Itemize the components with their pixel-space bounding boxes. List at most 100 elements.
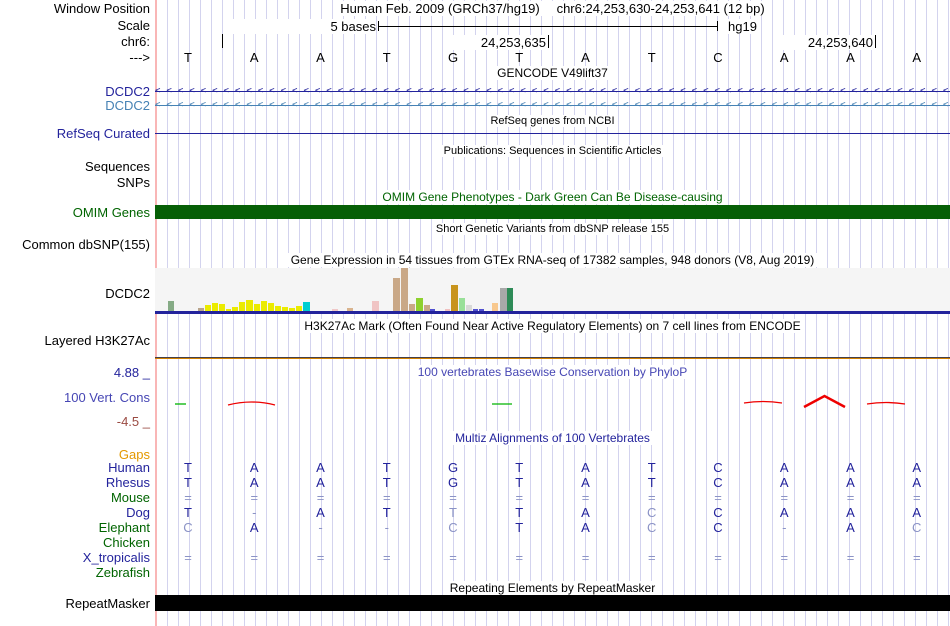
gtex-track-title[interactable]: Gene Expression in 54 tissues from GTEx … — [155, 253, 950, 267]
gtex-bar[interactable] — [239, 302, 245, 311]
assembly-text: Human Feb. 2009 (GRCh37/hg19) — [337, 1, 543, 16]
gtex-bar[interactable] — [246, 300, 253, 311]
multiz-base: = — [449, 550, 457, 565]
gtex-bar[interactable] — [459, 298, 465, 311]
gtex-bar[interactable] — [347, 308, 353, 311]
multiz-species-label-elephant[interactable]: Elephant — [98, 520, 150, 535]
gtex-bar[interactable] — [289, 308, 295, 311]
multiz-row-x_tropicalis[interactable]: = = = = = = = = = = = = — [155, 551, 950, 564]
gtex-bar[interactable] — [445, 309, 450, 311]
cons-track-label[interactable]: 100 Vert. Cons — [64, 390, 150, 405]
omim-gene-bar[interactable] — [155, 205, 950, 219]
scale-ruler-left-tick — [378, 21, 379, 31]
multiz-base: T — [647, 475, 656, 490]
h3k27ac-signal-baseline[interactable] — [155, 357, 950, 359]
gtex-bar[interactable] — [168, 301, 174, 311]
coord-label-2: 24,253,640 — [773, 35, 873, 50]
gtex-bar[interactable] — [401, 268, 408, 311]
multiz-species-label-dog[interactable]: Dog — [126, 505, 150, 520]
multiz-species-label-rhesus[interactable]: Rhesus — [105, 475, 150, 490]
window-position-label: Window Position — [53, 1, 150, 16]
multiz-base: = — [780, 550, 789, 565]
multiz-row-zebrafish[interactable] — [155, 566, 950, 579]
common-dbsnp-label[interactable]: Common dbSNP(155) — [22, 237, 150, 252]
repeatmasker-element-bar[interactable] — [155, 595, 950, 611]
gtex-bar[interactable] — [296, 306, 302, 311]
refseq-curated-label[interactable]: RefSeq Curated — [56, 126, 150, 141]
refseq-gene-line[interactable] — [155, 133, 950, 134]
gtex-bar[interactable] — [507, 288, 513, 311]
omim-genes-label[interactable]: OMIM Genes — [72, 205, 150, 220]
sequence-base: T — [184, 50, 192, 65]
multiz-row-mouse[interactable]: = = = = = = = = = = = = — [155, 491, 950, 504]
dbsnp-track-title[interactable]: Short Genetic Variants from dbSNP releas… — [155, 223, 950, 236]
gtex-bar[interactable] — [254, 304, 260, 311]
gtex-bar[interactable] — [212, 303, 218, 311]
gtex-bar[interactable] — [393, 278, 400, 311]
snps-label[interactable]: SNPs — [116, 175, 150, 190]
gtex-bar[interactable] — [303, 302, 310, 311]
gtex-gene-label[interactable]: DCDC2 — [105, 286, 150, 301]
gtex-bar[interactable] — [424, 305, 430, 311]
refseq-track-title[interactable]: RefSeq genes from NCBI — [155, 115, 950, 128]
sequence-base: A — [581, 50, 590, 65]
conservation-wiggle[interactable] — [155, 385, 950, 430]
omim-track-title[interactable]: OMIM Gene Phenotypes - Dark Green Can Be… — [155, 190, 950, 204]
multiz-base: A — [581, 520, 590, 535]
gtex-bar[interactable] — [219, 304, 225, 311]
multiz-species-label-mouse[interactable]: Mouse — [110, 490, 150, 505]
multiz-species-label-zebrafish[interactable]: Zebrafish — [95, 565, 150, 580]
gtex-bar[interactable] — [416, 298, 423, 311]
gtex-bar[interactable] — [205, 305, 211, 311]
gtex-bar[interactable] — [261, 301, 267, 311]
sequence-base: A — [779, 50, 789, 65]
layered-h3k27ac-label[interactable]: Layered H3K27Ac — [44, 333, 150, 348]
multiz-base: A — [846, 520, 855, 535]
gtex-bar[interactable] — [198, 308, 204, 311]
gene-dcdc2-2[interactable]: <<<<<<<<<<<<<<<<<<<<<<<<<<<<<<<<<<<<<<<<… — [155, 99, 950, 112]
gene-label-dcdc2-2[interactable]: DCDC2 — [105, 98, 150, 113]
gtex-bar[interactable] — [232, 307, 238, 311]
multiz-base: C — [647, 505, 657, 520]
gtex-bar[interactable] — [275, 306, 281, 311]
gtex-bar[interactable] — [372, 301, 379, 311]
gtex-bar[interactable] — [466, 305, 472, 311]
gtex-bar[interactable] — [451, 285, 458, 311]
gtex-bar[interactable] — [473, 309, 478, 311]
multiz-species-label-chicken[interactable]: Chicken — [103, 535, 150, 550]
gtex-bar[interactable] — [282, 307, 288, 311]
gene-dcdc2-1[interactable]: <<<<<<<<<<<<<<<<<<<<<<<<<<<<<<<<<<<<<<<<… — [155, 85, 950, 98]
multiz-species-label-gaps[interactable]: Gaps — [118, 447, 150, 462]
gene-label-dcdc2-1[interactable]: DCDC2 — [105, 84, 150, 99]
multiz-track-title[interactable]: Multiz Alignments of 100 Vertebrates — [155, 431, 950, 445]
multiz-row-chicken[interactable] — [155, 536, 950, 549]
multiz-row-gaps[interactable] — [155, 448, 950, 461]
gtex-bar[interactable] — [500, 288, 507, 311]
repeatmasker-label[interactable]: RepeatMasker — [65, 596, 150, 611]
repeatmasker-track-title[interactable]: Repeating Elements by RepeatMasker — [155, 581, 950, 595]
multiz-species-label-x_tropicalis[interactable]: X_tropicalis — [82, 550, 150, 565]
multiz-species-label-human[interactable]: Human — [108, 460, 150, 475]
gencode-track-title[interactable]: GENCODE V49lift37 — [155, 66, 950, 80]
conservation-track-title[interactable]: 100 vertebrates Basewise Conservation by… — [155, 365, 950, 379]
gtex-bar[interactable] — [332, 309, 338, 311]
gtex-bar[interactable] — [226, 309, 231, 311]
multiz-base: A — [846, 475, 855, 490]
sequences-label[interactable]: Sequences — [84, 159, 150, 174]
gtex-expression-chart[interactable] — [155, 268, 950, 311]
gtex-bar[interactable] — [268, 303, 274, 311]
multiz-base: A — [779, 460, 789, 475]
h3k27ac-track-title[interactable]: H3K27Ac Mark (Often Found Near Active Re… — [155, 319, 950, 333]
gtex-bar[interactable] — [492, 303, 498, 311]
publications-track-title[interactable]: Publications: Sequences in Scientific Ar… — [155, 145, 950, 158]
gtex-bar[interactable] — [409, 304, 415, 311]
gtex-bar[interactable] — [430, 309, 435, 311]
multiz-base: = — [780, 490, 789, 505]
gtex-bar[interactable] — [479, 309, 484, 311]
